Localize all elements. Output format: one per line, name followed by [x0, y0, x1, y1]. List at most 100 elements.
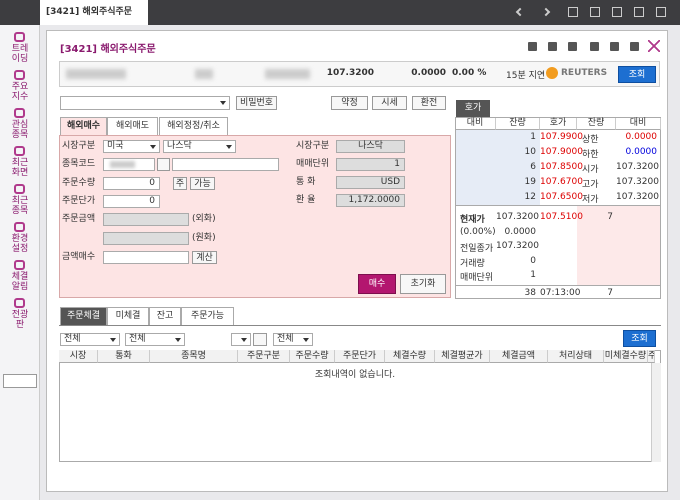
search-button[interactable]	[253, 333, 267, 346]
field-label: 종목코드	[62, 159, 96, 169]
sidebar-item[interactable]: 트레이딩	[11, 44, 29, 64]
list-tab[interactable]: 주문체결	[60, 307, 107, 325]
orderbook-header: 대비	[455, 118, 496, 130]
top-tab[interactable]: [3421] 해외주식주문	[40, 0, 148, 25]
sidebar-icon[interactable]	[14, 298, 25, 308]
dropdown-arrow	[220, 101, 226, 105]
account-button[interactable]: 약정	[331, 96, 368, 110]
orderbook-tab[interactable]: 호가	[456, 100, 490, 117]
password-button[interactable]: 비밀번호	[236, 96, 277, 110]
filter-select[interactable]: 전체	[125, 333, 185, 346]
sidebar-item[interactable]: 주요지수	[11, 82, 29, 102]
input[interactable]: 0	[103, 177, 160, 190]
dropdown-arrow	[226, 145, 232, 149]
info-label: 저가	[582, 195, 599, 205]
button[interactable]: 가능	[190, 177, 215, 190]
sidebar-icon[interactable]	[14, 184, 25, 194]
ask-qty: 12	[524, 192, 536, 202]
code-name	[172, 158, 279, 171]
list-tab[interactable]: 잔고	[149, 307, 181, 325]
ask-price: 107.9900	[540, 132, 583, 142]
quote-price: 107.3200	[326, 68, 374, 78]
account-button[interactable]: 환전	[412, 96, 446, 110]
top-icon[interactable]	[656, 7, 666, 17]
info-label: 시가	[582, 165, 599, 175]
sidebar-icon[interactable]	[14, 222, 25, 232]
column-header: 종목명	[150, 350, 238, 363]
ask-price: 107.9000	[540, 147, 583, 157]
order-tab[interactable]: 해외정정/취소	[159, 117, 228, 135]
account-select[interactable]	[60, 96, 230, 110]
window-title: [3421] 해외주식주문	[60, 44, 156, 55]
button[interactable]: 계산	[192, 251, 217, 264]
field-label: 금액매수	[62, 252, 96, 262]
select[interactable]: 미국	[103, 140, 160, 153]
scrollbar	[651, 363, 661, 462]
window-icon[interactable]	[590, 42, 599, 51]
dropdown-arrow	[150, 145, 156, 149]
reset-button[interactable]: 초기화	[400, 274, 446, 294]
sidebar-item[interactable]: 체결알림	[11, 272, 29, 292]
sidebar-input[interactable]	[3, 374, 37, 388]
ask-qty: 10	[524, 147, 536, 157]
sidebar-item[interactable]: 최근화면	[11, 158, 29, 178]
input[interactable]	[103, 251, 189, 264]
masked-text	[195, 69, 213, 79]
window-icon[interactable]	[528, 42, 537, 51]
column-header: 통화	[98, 350, 150, 363]
sidebar-icon[interactable]	[14, 260, 25, 270]
filter-select[interactable]: 전체	[273, 333, 313, 346]
account-button[interactable]: 시세	[372, 96, 407, 110]
top-icon[interactable]	[634, 7, 644, 17]
sidebar-item[interactable]: 전광판	[11, 310, 29, 330]
top-icon[interactable]	[590, 7, 600, 17]
sidebar-icon[interactable]	[14, 108, 25, 118]
filter-select[interactable]: 전체	[60, 333, 120, 346]
order-tab[interactable]: 해외매도	[107, 117, 158, 135]
quote-delay: 15분 지연	[506, 71, 546, 81]
list-tab[interactable]: 미체결	[107, 307, 149, 325]
divider	[455, 205, 661, 206]
sidebar-icon[interactable]	[14, 146, 25, 156]
quote-rate: 0.00 %	[452, 68, 487, 78]
input[interactable]: 0	[103, 195, 160, 208]
info-value: 0.0000	[625, 147, 658, 157]
readonly-box: 1,172.0000	[336, 194, 405, 207]
close-icon[interactable]	[648, 40, 660, 52]
select[interactable]: 나스닥	[163, 140, 236, 153]
sidebar-item[interactable]: 환경설정	[11, 234, 29, 254]
reuters-logo	[546, 67, 558, 79]
info-value: 0.0000	[504, 226, 537, 237]
window-icon[interactable]	[610, 42, 619, 51]
sidebar-item[interactable]: 최근종목	[11, 196, 29, 216]
empty-message: 조회내역이 없습니다.	[314, 370, 396, 380]
search-button[interactable]	[157, 158, 170, 171]
info-value: 1	[530, 270, 536, 280]
unit-note: (외화)	[192, 214, 216, 224]
list-tab[interactable]: 주문가능	[181, 307, 234, 325]
readonly-box	[103, 232, 189, 245]
sidebar-icon[interactable]	[14, 32, 25, 42]
window-icon[interactable]	[568, 42, 577, 51]
info-label: (0.00%)	[460, 226, 496, 237]
column-header: 주	[648, 350, 655, 363]
readonly-box: USD	[336, 176, 405, 189]
masked-text	[110, 161, 135, 168]
search-button[interactable]: 조회	[623, 330, 656, 347]
top-icon[interactable]	[568, 7, 578, 17]
sidebar	[0, 25, 40, 500]
window-icon[interactable]	[548, 42, 557, 51]
list-line	[59, 325, 661, 326]
top-icon[interactable]	[612, 7, 622, 17]
sidebar-icon[interactable]	[14, 70, 25, 80]
buy-button[interactable]: 매수	[358, 274, 396, 294]
sidebar-item[interactable]: 관심종목	[11, 120, 29, 140]
readonly-box	[103, 213, 189, 226]
quote-button[interactable]: 조회	[618, 66, 656, 83]
order-tab[interactable]: 해외매수	[60, 117, 107, 135]
orderbook-header: 호가	[540, 118, 577, 130]
window-icon[interactable]	[630, 42, 639, 51]
field-label: 시장구분	[62, 141, 96, 151]
masked-text	[265, 69, 310, 79]
